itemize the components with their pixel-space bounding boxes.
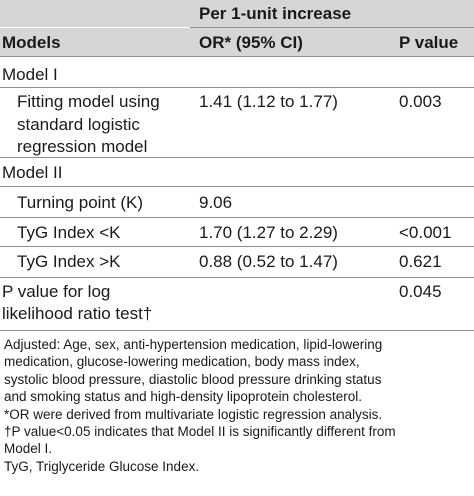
row-rule bbox=[0, 87, 474, 88]
row-or-ci: 1.41 (1.12 to 1.77) bbox=[199, 92, 338, 111]
table-bottom-rule bbox=[0, 330, 474, 331]
header-group-rule bbox=[190, 27, 474, 28]
row-name: TyG Index >K bbox=[17, 252, 121, 271]
row-rule bbox=[0, 186, 474, 187]
section-label-model-1: Model I bbox=[2, 65, 58, 84]
row-rule bbox=[0, 246, 474, 247]
section-label-model-2: Model II bbox=[2, 163, 63, 182]
footnote-adjusted: Adjusted: Age, sex, anti-hypertension me… bbox=[4, 337, 383, 405]
row-p-value: <0.001 bbox=[399, 223, 452, 242]
row-p-value: 0.003 bbox=[399, 92, 442, 111]
row-name: Turning point (K) bbox=[17, 193, 143, 212]
footnote-tyg: TyG, Triglyceride Glucose Index. bbox=[4, 459, 200, 474]
row-rule bbox=[0, 157, 474, 158]
row-name: TyG Index <K bbox=[17, 223, 121, 242]
footnote-or: *OR were derived from multivariate logis… bbox=[4, 407, 383, 422]
row-rule bbox=[0, 277, 474, 278]
header-models: Models bbox=[2, 33, 61, 52]
row-rule bbox=[0, 217, 474, 218]
header-p-value: P value bbox=[399, 33, 459, 52]
header-group-band bbox=[0, 0, 474, 27]
lrt-label: P value for log likelihood ratio test† bbox=[2, 282, 153, 323]
footnote-p-value: †P value<0.05 indicates that Model II is… bbox=[4, 424, 396, 457]
row-p-value: 0.621 bbox=[399, 252, 442, 271]
header-or-ci: OR* (95% CI) bbox=[199, 33, 303, 52]
header-bottom-rule bbox=[0, 56, 474, 57]
row-or-ci: 0.88 (0.52 to 1.47) bbox=[199, 252, 338, 271]
row-or-ci: 1.70 (1.27 to 2.29) bbox=[199, 223, 338, 242]
lrt-p-value: 0.045 bbox=[399, 282, 442, 301]
row-name: Fitting model using standard logistic re… bbox=[17, 92, 160, 156]
row-or-ci: 9.06 bbox=[199, 193, 233, 212]
header-columns-band bbox=[0, 28, 474, 56]
header-group-label: Per 1-unit increase bbox=[199, 4, 352, 23]
